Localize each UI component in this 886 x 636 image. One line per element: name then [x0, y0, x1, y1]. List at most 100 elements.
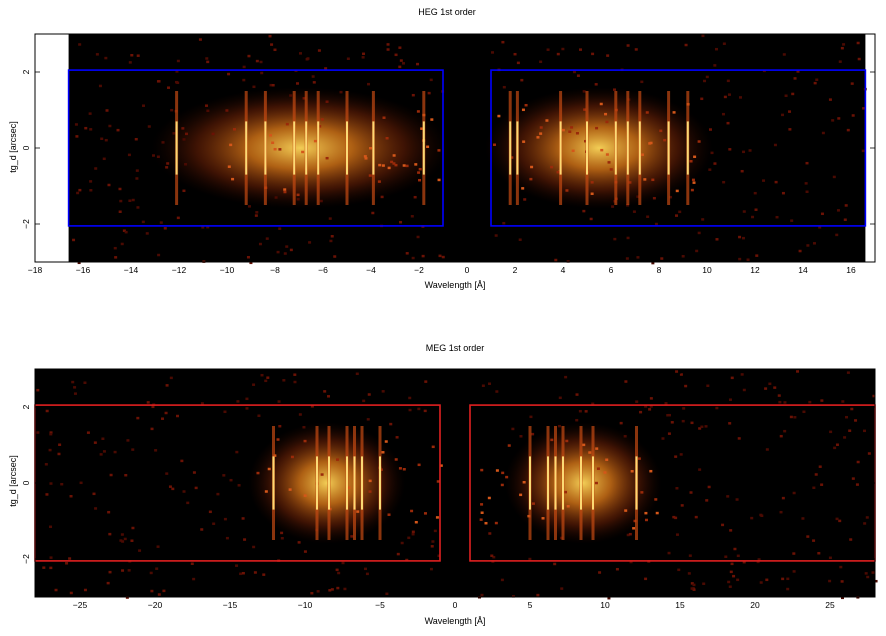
meg-count-pixel — [779, 434, 783, 438]
heg-count-pixel — [837, 117, 841, 120]
heg-count-pixel — [678, 210, 682, 214]
heg-emission-line-core — [686, 121, 689, 175]
heg-count-pixel — [371, 211, 375, 215]
meg-count-pixel — [302, 426, 306, 429]
heg-xtick-label: −14 — [124, 265, 139, 275]
heg-emission-line-core — [317, 121, 320, 175]
meg-count-pixel — [106, 581, 110, 585]
meg-count-pixel — [649, 405, 653, 408]
heg-count-pixel — [271, 141, 275, 145]
meg-count-pixel — [343, 587, 347, 591]
heg-count-pixel — [206, 60, 210, 64]
heg-count-pixel — [571, 149, 575, 153]
meg-count-pixel — [280, 537, 284, 540]
meg-count-pixel — [578, 409, 582, 413]
heg-count-pixel — [410, 215, 414, 218]
heg-emission-line-core — [346, 121, 348, 175]
heg-count-pixel — [579, 48, 583, 51]
heg-count-pixel — [127, 153, 131, 157]
meg-count-pixel — [298, 413, 302, 416]
meg-count-pixel — [715, 406, 719, 410]
meg-count-pixel — [500, 483, 504, 487]
meg-count-pixel — [529, 415, 533, 419]
meg-count-pixel — [385, 592, 389, 596]
meg-count-pixel — [149, 571, 153, 575]
meg-count-pixel — [99, 453, 103, 456]
heg-count-pixel — [159, 221, 163, 224]
heg-count-pixel — [840, 46, 844, 50]
meg-count-pixel — [768, 382, 772, 386]
meg-count-pixel — [736, 554, 740, 558]
meg-count-pixel — [402, 468, 406, 471]
heg-count-pixel — [556, 52, 560, 56]
meg-count-pixel — [495, 469, 499, 472]
heg-count-pixel — [108, 124, 112, 128]
meg-count-pixel — [649, 469, 653, 473]
meg-count-pixel — [558, 396, 562, 400]
heg-count-pixel — [141, 220, 145, 224]
meg-count-pixel — [777, 394, 781, 397]
meg-count-pixel — [316, 590, 320, 593]
meg-count-pixel — [760, 514, 764, 518]
meg-count-pixel — [430, 545, 434, 548]
heg-count-pixel — [741, 236, 745, 240]
heg-count-pixel — [501, 40, 505, 44]
meg-count-pixel — [488, 382, 492, 385]
heg-count-pixel — [781, 113, 785, 117]
meg-count-pixel — [867, 452, 871, 455]
meg-count-pixel — [765, 578, 769, 582]
meg-count-pixel — [792, 491, 796, 495]
meg-count-pixel — [817, 551, 821, 555]
heg-count-pixel — [643, 178, 647, 181]
meg-count-pixel — [698, 427, 702, 430]
heg-count-pixel — [594, 83, 598, 86]
heg-count-pixel — [846, 128, 850, 132]
heg-count-pixel — [742, 210, 746, 213]
heg-count-pixel — [516, 61, 520, 65]
heg-count-pixel — [394, 163, 398, 167]
meg-count-pixel — [69, 591, 73, 595]
meg-count-pixel — [108, 570, 112, 574]
meg-count-pixel — [626, 533, 630, 537]
heg-count-pixel — [697, 140, 701, 143]
meg-count-pixel — [702, 582, 706, 585]
meg-count-pixel — [229, 478, 233, 482]
heg-count-pixel — [529, 177, 533, 181]
meg-count-pixel — [480, 503, 484, 506]
heg-count-pixel — [364, 157, 368, 160]
meg-count-pixel — [150, 427, 154, 431]
meg-count-pixel — [121, 569, 125, 572]
heg-count-pixel — [710, 151, 714, 155]
heg-count-pixel — [255, 59, 259, 63]
heg-count-pixel — [510, 156, 514, 159]
heg-count-pixel — [416, 62, 420, 66]
heg-count-pixel — [550, 165, 554, 169]
heg-count-pixel — [625, 257, 629, 260]
heg-count-pixel — [227, 72, 231, 76]
meg-count-pixel — [49, 556, 53, 559]
meg-count-pixel — [564, 375, 568, 379]
meg-emission-line-core — [592, 456, 594, 510]
meg-count-pixel — [336, 458, 340, 461]
heg-count-pixel — [329, 239, 333, 243]
heg-count-pixel — [246, 255, 250, 259]
heg-emission-line-core — [586, 121, 588, 175]
meg-count-pixel — [812, 539, 816, 542]
heg-xtick-label: 10 — [702, 265, 712, 275]
heg-count-pixel — [645, 111, 649, 114]
heg-emission-line-core — [422, 121, 425, 175]
meg-count-pixel — [276, 438, 280, 441]
heg-count-pixel — [742, 150, 746, 154]
meg-count-pixel — [164, 411, 168, 415]
heg-count-pixel — [130, 53, 134, 57]
heg-count-pixel — [722, 180, 726, 184]
meg-count-pixel — [690, 587, 694, 590]
meg-count-pixel — [490, 554, 494, 557]
meg-count-pixel — [368, 479, 372, 483]
meg-count-pixel — [507, 444, 511, 447]
meg-count-pixel — [124, 473, 128, 477]
meg-count-pixel — [851, 477, 855, 480]
heg-count-pixel — [700, 97, 704, 101]
meg-count-pixel — [336, 586, 340, 590]
